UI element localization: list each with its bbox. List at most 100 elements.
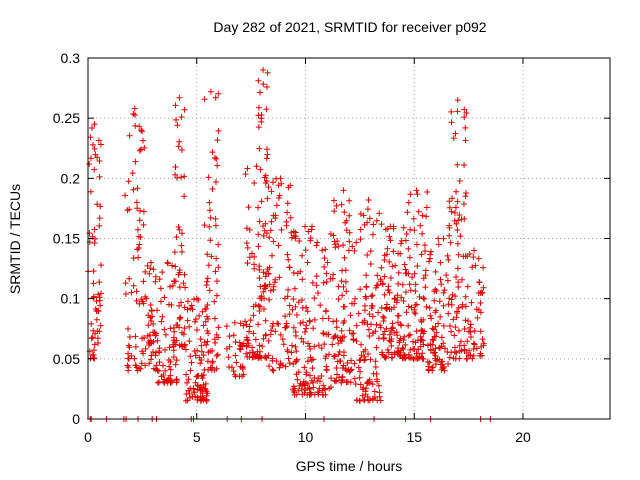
- data-point: [346, 229, 353, 236]
- data-point: [211, 154, 218, 161]
- y-axis-label: SRMTID / TECUs: [7, 184, 23, 294]
- data-point: [96, 215, 103, 222]
- data-point: [435, 320, 442, 327]
- y-tick-label: 0.15: [53, 231, 80, 247]
- data-point: [173, 234, 180, 241]
- data-point: [162, 331, 169, 338]
- data-point: [125, 178, 132, 185]
- x-tick-label: 5: [193, 429, 201, 445]
- data-point: [200, 371, 207, 378]
- data-point: [286, 360, 293, 367]
- data-point: [172, 171, 179, 178]
- data-point: [157, 285, 164, 292]
- data-point: [357, 236, 364, 243]
- data-point: [478, 352, 485, 359]
- data-point: [225, 354, 232, 361]
- data-point: [286, 302, 293, 309]
- data-point: [260, 81, 267, 88]
- data-point: [380, 351, 387, 358]
- data-point: [278, 226, 285, 233]
- data-point: [467, 321, 474, 328]
- data-point: [161, 294, 168, 301]
- data-point: [356, 374, 363, 381]
- data-point: [86, 230, 93, 237]
- data-point: [187, 353, 194, 360]
- data-point: [244, 165, 251, 172]
- data-point: [186, 323, 193, 330]
- data-point: [191, 389, 198, 396]
- data-point: [306, 372, 313, 379]
- data-point: [447, 323, 454, 330]
- data-point: [154, 367, 161, 374]
- data-point: [320, 330, 327, 337]
- data-point: [148, 352, 155, 359]
- data-point: [412, 288, 419, 295]
- data-point: [298, 335, 305, 342]
- data-point: [204, 278, 211, 285]
- data-point: [426, 304, 433, 311]
- data-point: [207, 237, 214, 244]
- data-point: [134, 185, 141, 192]
- x-axis-label: GPS time / hours: [296, 458, 403, 474]
- data-point: [90, 268, 97, 275]
- data-point: [122, 280, 129, 287]
- data-point: [333, 317, 340, 324]
- data-point: [196, 312, 203, 319]
- data-point: [91, 341, 98, 348]
- data-point: [460, 201, 467, 208]
- data-point: [245, 204, 252, 211]
- data-point: [95, 307, 102, 314]
- data-point: [362, 391, 369, 398]
- data-point: [135, 245, 142, 252]
- data-point: [480, 284, 487, 291]
- data-point: [262, 353, 269, 360]
- data-point: [243, 321, 250, 328]
- data-point: [290, 296, 297, 303]
- data-point: [155, 368, 162, 375]
- data-point: [158, 318, 165, 325]
- data-point: [454, 226, 461, 233]
- data-point: [330, 318, 337, 325]
- data-point: [269, 357, 276, 364]
- data-point: [425, 367, 432, 374]
- data-point: [96, 222, 103, 229]
- data-point: [149, 313, 156, 320]
- y-tick-label: 0: [72, 411, 80, 427]
- data-point: [159, 313, 166, 320]
- data-point: [456, 211, 463, 218]
- data-point: [445, 301, 452, 308]
- data-point: [346, 212, 353, 219]
- data-point: [307, 391, 314, 398]
- data-point: [448, 208, 455, 215]
- data-point: [393, 299, 400, 306]
- data-point: [270, 286, 277, 293]
- data-point: [467, 334, 474, 341]
- data-point: [215, 264, 222, 271]
- data-point: [378, 264, 385, 271]
- data-point: [323, 366, 330, 373]
- data-point: [475, 255, 482, 262]
- data-point: [369, 292, 376, 299]
- data-point: [423, 303, 430, 310]
- data-point: [172, 361, 179, 368]
- data-point: [397, 321, 404, 328]
- data-point: [335, 340, 342, 347]
- data-points: [85, 67, 494, 422]
- data-point: [284, 293, 291, 300]
- data-point: [470, 345, 477, 352]
- data-point: [427, 312, 434, 319]
- data-point: [138, 127, 145, 134]
- data-point: [247, 317, 254, 324]
- data-point: [438, 366, 445, 373]
- data-point: [348, 366, 355, 373]
- data-point: [368, 321, 375, 328]
- data-point: [251, 179, 258, 186]
- data-point: [376, 210, 383, 217]
- data-point: [132, 333, 139, 340]
- data-point: [438, 281, 445, 288]
- data-point: [256, 266, 263, 273]
- data-point: [223, 323, 230, 330]
- data-point: [441, 363, 448, 370]
- data-point: [134, 246, 141, 253]
- data-point: [378, 221, 385, 228]
